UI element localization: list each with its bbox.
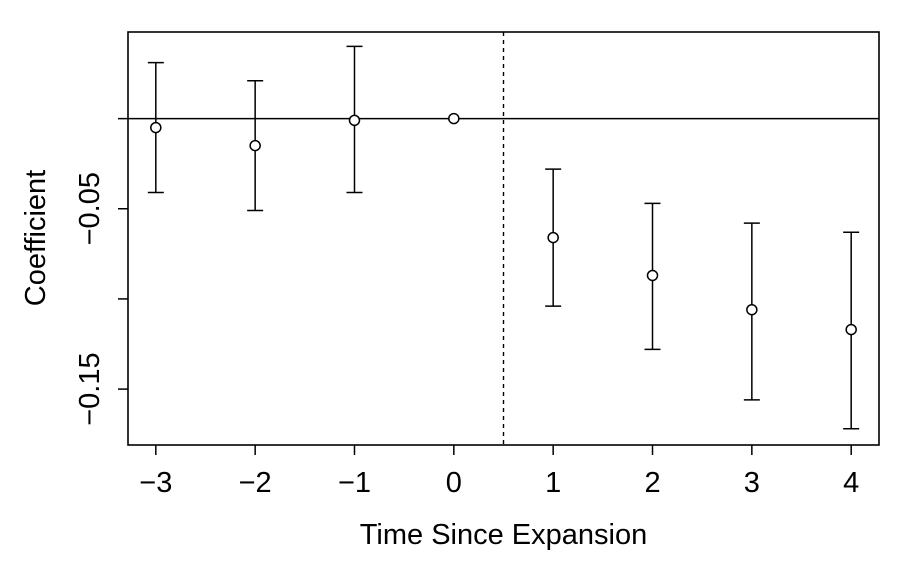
coefficient-point: [746, 303, 758, 316]
x-tick-label: −1: [338, 467, 371, 499]
x-tick-label: 0: [446, 467, 462, 499]
x-tick-label: 2: [644, 467, 660, 499]
y-axis-title: Coefficient: [20, 170, 52, 307]
x-tick-label: −3: [139, 467, 172, 499]
x-tick-label: 4: [843, 467, 859, 499]
plot-frame: [127, 31, 880, 446]
y-tick-label: −0.05: [74, 172, 106, 245]
x-tick-label: 3: [744, 467, 760, 499]
coefficient-point: [348, 114, 361, 127]
x-tick-label: 1: [545, 467, 561, 499]
coefficient-point: [150, 121, 162, 134]
coefficient-point: [845, 323, 857, 336]
coefficient-point: [547, 231, 559, 244]
coefficient-point: [448, 112, 460, 125]
coefficient-point: [249, 139, 261, 152]
x-tick-label: −2: [239, 467, 272, 499]
coefficient-point: [646, 269, 659, 282]
y-tick-label: −0.15: [74, 352, 106, 425]
x-axis-title: Time Since Expansion: [360, 519, 647, 551]
